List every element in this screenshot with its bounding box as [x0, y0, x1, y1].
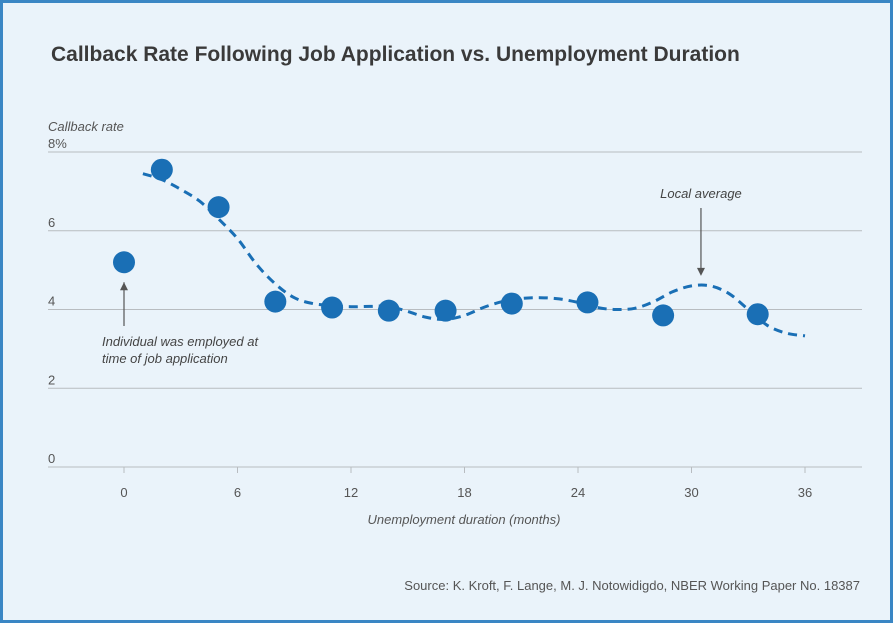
x-axis-label: Unemployment duration (months) [368, 512, 561, 527]
data-point [150, 158, 173, 181]
y-axis-ticks: 0 2 4 6 8% [48, 136, 67, 466]
data-point [746, 303, 769, 326]
y-tick-label: 6 [48, 215, 55, 230]
employed-annotation-line: Individual was employed at [102, 334, 259, 349]
x-axis-ticks: 0 6 12 18 24 30 36 [120, 467, 812, 500]
y-tick-label: 0 [48, 451, 55, 466]
data-point [652, 304, 675, 327]
local-average-arrowhead [696, 267, 705, 276]
annotations: Local average Individual was employed at t… [102, 186, 742, 366]
data-point [321, 296, 344, 319]
data-point [576, 291, 599, 314]
local-average-annotation: Local average [660, 186, 742, 201]
source-note: Source: K. Kroft, F. Lange, M. J. Notowi… [404, 578, 860, 593]
data-point [377, 299, 400, 322]
data-points [113, 158, 769, 327]
y-axis-label: Callback rate [48, 119, 124, 134]
local-average-line [142, 172, 806, 338]
employed-arrowhead [120, 282, 128, 291]
y-tick-label: 8% [48, 136, 67, 151]
y-tick-label: 4 [48, 294, 55, 309]
data-point [500, 292, 523, 315]
data-point [207, 196, 230, 219]
data-point [113, 251, 135, 274]
data-point [264, 290, 287, 313]
y-tick-label: 2 [48, 372, 55, 387]
x-tick-label: 36 [798, 485, 812, 500]
x-tick-label: 6 [234, 485, 241, 500]
chart-title: Callback Rate Following Job Application … [51, 43, 740, 66]
x-tick-label: 18 [457, 485, 471, 500]
x-tick-label: 12 [344, 485, 358, 500]
x-tick-label: 24 [571, 485, 585, 500]
data-point [434, 299, 457, 322]
x-tick-label: 30 [684, 485, 698, 500]
employed-annotation-line: time of job application [102, 351, 228, 366]
series-lines [142, 172, 806, 338]
x-tick-label: 0 [120, 485, 127, 500]
